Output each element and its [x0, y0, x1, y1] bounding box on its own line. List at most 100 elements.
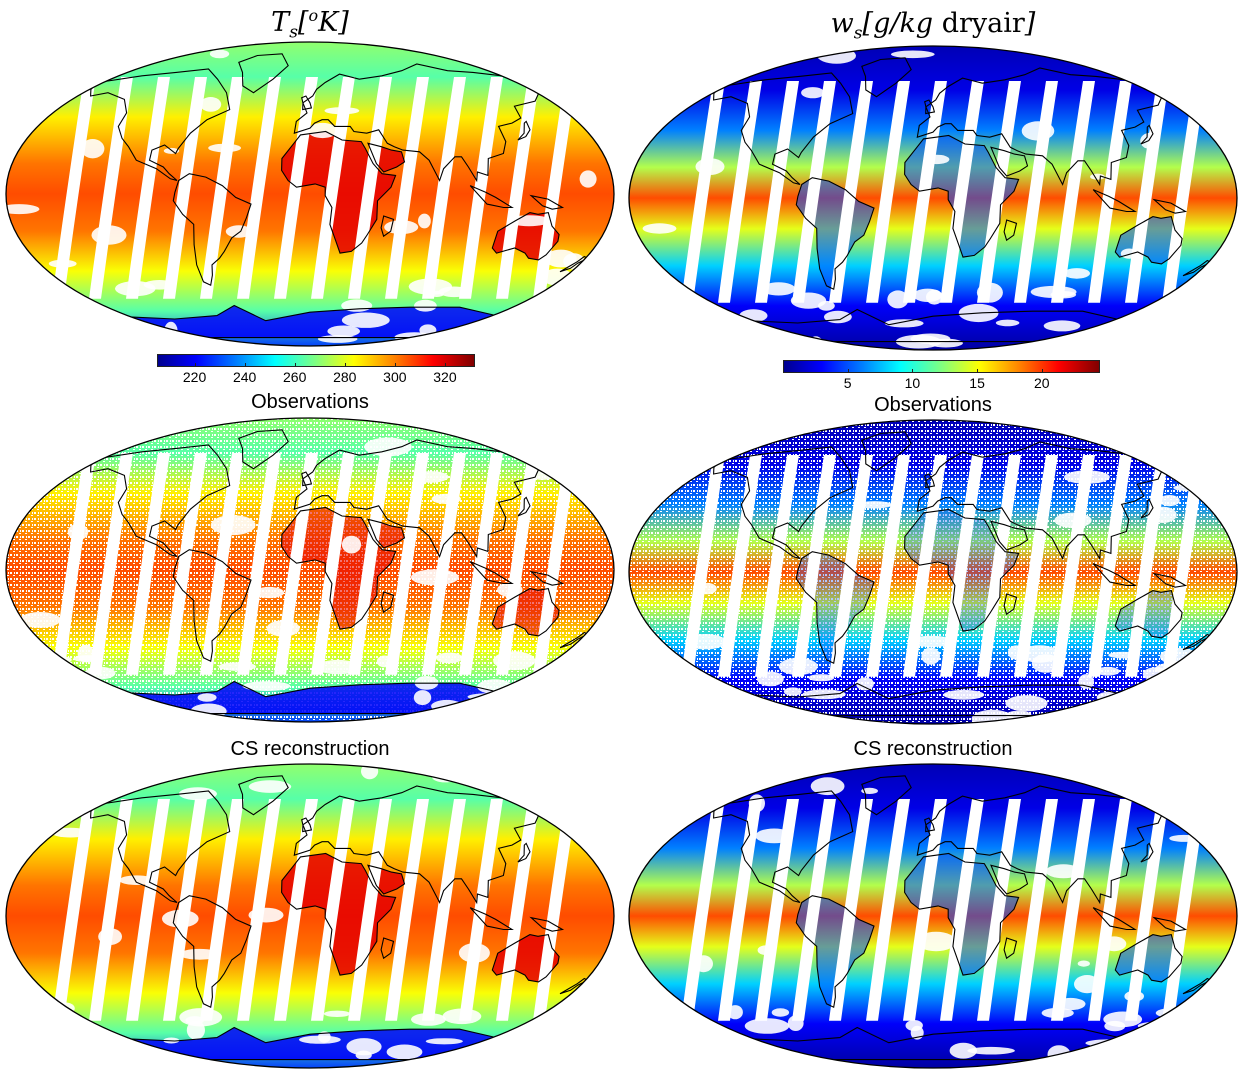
cloud-gap — [323, 1010, 351, 1017]
swath-gap — [755, 80, 799, 303]
coastline-japan — [517, 842, 531, 863]
cloud-gap — [732, 1060, 746, 1067]
coastline-newguinea — [529, 570, 565, 586]
swath-gap — [829, 80, 873, 303]
swath-gap — [718, 798, 762, 1021]
coastline-samerica — [172, 173, 252, 287]
coastline-namerica — [713, 446, 854, 560]
coastline-africa — [281, 130, 397, 254]
cloud-gap — [431, 771, 459, 783]
cloud-gap — [1181, 661, 1211, 670]
cloud-gap — [361, 764, 379, 780]
cloud-gap — [556, 1008, 596, 1027]
coastline-samerica — [795, 177, 875, 291]
coastline-newguinea — [1152, 572, 1188, 588]
map-frame — [5, 417, 615, 723]
swath-gap — [1051, 798, 1095, 1021]
cloud-gap — [178, 787, 217, 801]
cloud-gap — [967, 1046, 1015, 1055]
colorbar-tick-mark — [977, 369, 979, 373]
cloud-gap — [1218, 701, 1237, 715]
swath-gap — [89, 798, 133, 1021]
cloud-gap — [364, 437, 412, 457]
cloud-gap — [926, 289, 943, 305]
swath-gap — [1088, 798, 1132, 1021]
colorbar-tick-mark — [847, 369, 849, 373]
swath-gap — [533, 798, 577, 1021]
cold-region — [100, 305, 513, 338]
map-svg — [628, 763, 1238, 1069]
cloud-gap — [910, 333, 951, 344]
coastline-madagascar — [1003, 593, 1018, 616]
cloud-gap — [575, 698, 614, 706]
temperature-colorbar-ticks: 220 240 260 280 300 320 — [157, 363, 475, 397]
cloud-gap — [598, 278, 613, 298]
colorbar-tick-label: 10 — [904, 375, 921, 391]
cloud-gap — [887, 290, 909, 309]
coastline-eurasia — [916, 441, 1163, 561]
cloud-gap — [418, 213, 431, 229]
cloud-gap — [802, 689, 846, 700]
coastline-greenland — [861, 57, 912, 98]
cloud-gap — [1026, 764, 1043, 772]
swath-gap — [311, 452, 355, 675]
map-frame — [5, 763, 615, 1069]
swath-gap — [52, 798, 96, 1021]
swath-gap — [1051, 454, 1095, 677]
coastline-uk — [924, 473, 936, 489]
cloud-gap — [602, 301, 614, 314]
colorbar-tick-mark — [912, 369, 914, 373]
cloud-gap — [1179, 764, 1204, 768]
swath-gap — [940, 454, 984, 677]
swath-gap — [459, 798, 503, 1021]
colorbar-tick-mark — [394, 363, 396, 367]
coastline-arabia — [990, 864, 1029, 895]
cloud-gap — [801, 87, 825, 99]
cloud-gap — [225, 225, 252, 238]
swath-gap — [422, 452, 466, 675]
humidity-colorbar-gradient — [783, 360, 1100, 373]
swath-gap — [903, 454, 947, 677]
cloud-gap — [1193, 1029, 1229, 1038]
coastline-uk — [301, 817, 313, 833]
cloud-gap — [921, 647, 940, 665]
cloud-gap — [675, 1019, 691, 1033]
cloud-gap — [1124, 434, 1158, 454]
cloud-gap — [1075, 1052, 1117, 1068]
cloud-gap — [73, 708, 104, 720]
coastline-uk — [301, 95, 313, 111]
coastline-arabia — [990, 520, 1029, 551]
coastline-newguinea — [1152, 916, 1188, 932]
swath-gap — [792, 454, 836, 677]
swath-gap — [718, 80, 762, 303]
coastline-japan — [1140, 498, 1154, 519]
swath-gap — [903, 80, 947, 303]
cloud-gap — [545, 1023, 564, 1033]
colorbar-tick-label: 240 — [232, 369, 257, 385]
swath-gap — [126, 452, 170, 675]
cloud-gap — [51, 1028, 73, 1041]
cloud-gap — [200, 97, 222, 112]
coastline-eurasia — [293, 785, 540, 905]
coastline-madagascar — [380, 591, 395, 614]
swath-gap — [1088, 80, 1132, 303]
coastline-indonesia — [469, 561, 514, 585]
cloud-gap — [890, 50, 935, 59]
swath-gap — [385, 76, 429, 299]
cloud-gap — [1159, 495, 1180, 507]
cloud-gap — [1116, 327, 1147, 346]
coastline-madagascar — [1003, 219, 1018, 242]
swath-gap — [126, 76, 170, 299]
coastline-samerica — [795, 895, 875, 1009]
swath-gap — [1014, 80, 1058, 303]
swath-gap — [237, 798, 281, 1021]
swath-gap — [533, 452, 577, 675]
swath-gap — [422, 798, 466, 1021]
coastline-australia — [1114, 215, 1183, 265]
swath-gap — [1162, 798, 1206, 1021]
cloud-gap — [642, 223, 677, 234]
swath-gap — [89, 452, 133, 675]
coastline-greenland — [238, 53, 289, 94]
cloud-gap — [629, 715, 654, 723]
cloud-gap — [197, 693, 217, 702]
